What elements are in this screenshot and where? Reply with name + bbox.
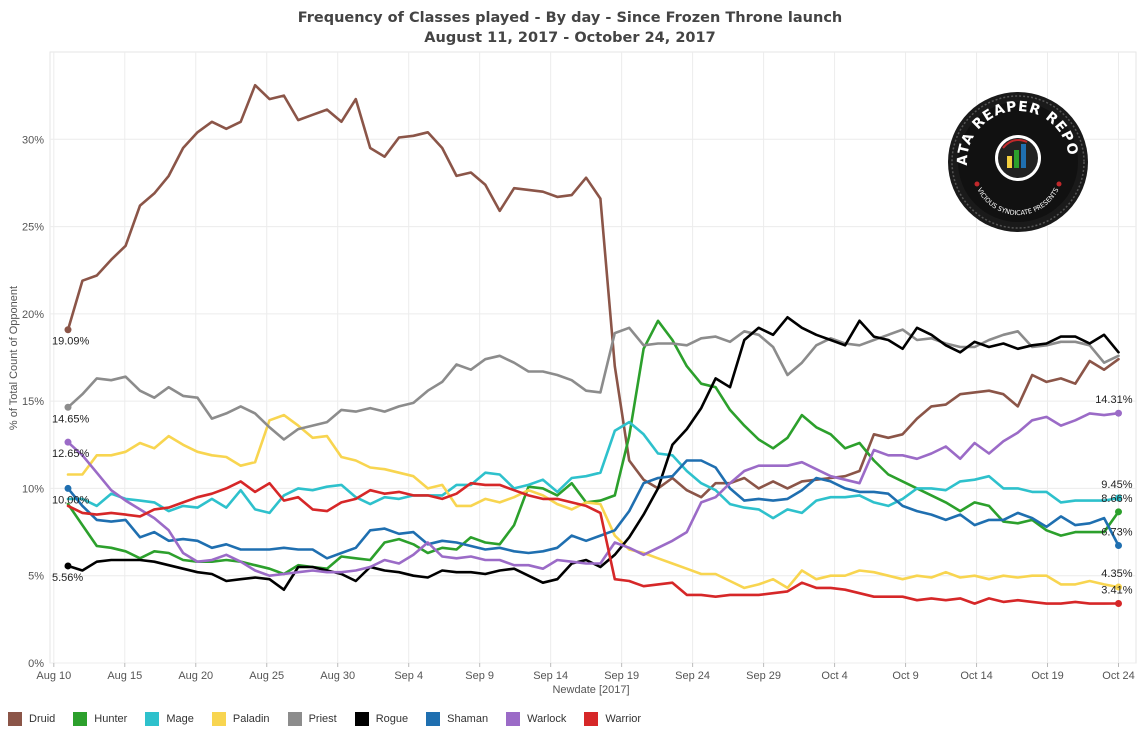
x-tick-label: Sep 14 bbox=[533, 670, 568, 682]
end-point-hunter bbox=[1115, 508, 1122, 516]
series-line-rogue bbox=[66, 315, 1120, 592]
y-tick-label: 0% bbox=[28, 658, 44, 670]
x-axis: Aug 10 Aug 15 Aug 20 Aug 25 Aug 30 Sep 4 Sep 9… bbox=[36, 670, 1134, 682]
series-line-warrior bbox=[66, 480, 1120, 605]
x-tick-label: Sep 4 bbox=[394, 670, 423, 682]
legend-label: Mage bbox=[166, 713, 194, 725]
legend-label: Shaman bbox=[447, 713, 489, 725]
series-line-priest bbox=[66, 326, 1120, 441]
x-tick-label: Oct 24 bbox=[1102, 670, 1134, 682]
start-label-priest: 14.65% bbox=[52, 413, 90, 425]
x-tick-label: Sep 24 bbox=[675, 670, 710, 682]
legend-label: Priest bbox=[308, 713, 337, 725]
end-label-warlock: 14.31% bbox=[1095, 394, 1133, 406]
x-tick-label: Sep 29 bbox=[746, 670, 781, 682]
x-tick-label: Aug 30 bbox=[320, 670, 355, 682]
legend-label: Warlock bbox=[527, 713, 567, 725]
legend-swatch bbox=[426, 712, 441, 726]
series-group bbox=[64, 83, 1122, 607]
end-label-mage: 9.45% bbox=[1101, 479, 1132, 491]
series-line-warlock bbox=[66, 411, 1120, 578]
end-label-warrior: 3.41% bbox=[1101, 584, 1132, 596]
end-label-shaman: 6.73% bbox=[1101, 527, 1132, 539]
end-point-warlock bbox=[1115, 409, 1122, 417]
y-tick-label: 5% bbox=[28, 571, 44, 583]
legend-swatch bbox=[506, 712, 521, 726]
legend-swatch bbox=[287, 712, 302, 726]
start-label-warlock: 12.65% bbox=[52, 448, 90, 460]
x-axis-title: Newdate [2017] bbox=[552, 684, 629, 696]
legend-label: Hunter bbox=[94, 713, 128, 725]
legend-item-hunter: Hunter bbox=[73, 712, 127, 726]
end-point-shaman bbox=[1115, 542, 1122, 550]
data-reaper-logo: DATA REAPER REPORT VICIOUS SYNDICATE PRE… bbox=[941, 72, 1089, 240]
start-point-warlock bbox=[64, 438, 72, 446]
legend-label: Druid bbox=[29, 713, 56, 725]
legend-swatch bbox=[211, 712, 226, 726]
legend-swatch bbox=[145, 712, 160, 726]
legend-label: Paladin bbox=[232, 713, 270, 725]
y-tick-label: 15% bbox=[22, 396, 44, 408]
start-point-shaman bbox=[64, 484, 72, 492]
legend-item-warlock: Warlock bbox=[506, 712, 566, 726]
end-point-mage bbox=[1115, 494, 1122, 502]
legend-label: Warrior bbox=[605, 713, 642, 725]
x-tick-label: Oct 9 bbox=[892, 670, 918, 682]
end-point-warrior bbox=[1115, 599, 1122, 607]
legend-item-rogue: Rogue bbox=[354, 712, 409, 726]
legend-item-druid: Druid bbox=[8, 712, 55, 726]
start-label-druid: 19.09% bbox=[52, 336, 90, 348]
chart-title: Frequency of Classes played - By day - S… bbox=[298, 10, 843, 26]
x-tick-label: Oct 4 bbox=[821, 670, 847, 682]
x-tick-label: Aug 15 bbox=[107, 670, 142, 682]
legend-item-mage: Mage bbox=[145, 712, 194, 726]
legend-swatch bbox=[73, 712, 88, 726]
end-label-paladin: 4.35% bbox=[1101, 568, 1132, 580]
chart-subtitle: August 11, 2017 - October 24, 2017 bbox=[424, 30, 715, 46]
legend-item-shaman: Shaman bbox=[426, 712, 488, 726]
legend-swatch bbox=[354, 712, 369, 726]
x-tick-label: Oct 19 bbox=[1031, 670, 1063, 682]
start-point-rogue bbox=[64, 562, 72, 570]
series-line-hunter bbox=[66, 319, 1120, 576]
legend-item-paladin: Paladin bbox=[211, 712, 270, 726]
start-point-druid bbox=[64, 326, 72, 334]
legend: Druid Hunter Mage Paladin Priest Rogue Shaman W… bbox=[8, 712, 659, 726]
start-label-rogue: 5.56% bbox=[52, 572, 83, 584]
x-tick-label: Aug 10 bbox=[36, 670, 71, 682]
legend-label: Rogue bbox=[375, 713, 409, 725]
legend-swatch bbox=[584, 712, 599, 726]
y-tick-label: 30% bbox=[22, 134, 44, 146]
series-line-mage bbox=[66, 420, 1120, 520]
x-tick-label: Sep 19 bbox=[604, 670, 639, 682]
y-tick-label: 10% bbox=[22, 483, 44, 495]
y-tick-label: 25% bbox=[22, 222, 44, 234]
end-label-hunter: 8.66% bbox=[1101, 493, 1132, 505]
end-labels: 19.09% 8.66% 9.45% 4.35% 14.65% 5.56% 10.00% 6.… bbox=[52, 336, 1133, 597]
legend-item-priest: Priest bbox=[287, 712, 337, 726]
x-tick-label: Oct 14 bbox=[960, 670, 992, 682]
x-tick-label: Sep 9 bbox=[465, 670, 494, 682]
legend-item-warrior: Warrior bbox=[584, 712, 641, 726]
series-line-paladin bbox=[66, 413, 1120, 590]
start-point-priest bbox=[64, 403, 72, 411]
y-axis-title: % of Total Count of Opponent bbox=[8, 286, 20, 430]
x-tick-label: Aug 20 bbox=[178, 670, 213, 682]
legend-swatch bbox=[8, 712, 22, 726]
series-line-shaman bbox=[66, 459, 1120, 560]
start-label-shaman: 10.00% bbox=[52, 494, 90, 506]
y-axis: 0% 5% 10% 15% 20% 25% 30% bbox=[22, 134, 44, 670]
y-tick-label: 20% bbox=[22, 309, 44, 321]
end-point-paladin bbox=[1115, 583, 1122, 591]
series-line-druid bbox=[66, 83, 1120, 499]
x-tick-label: Aug 25 bbox=[249, 670, 284, 682]
